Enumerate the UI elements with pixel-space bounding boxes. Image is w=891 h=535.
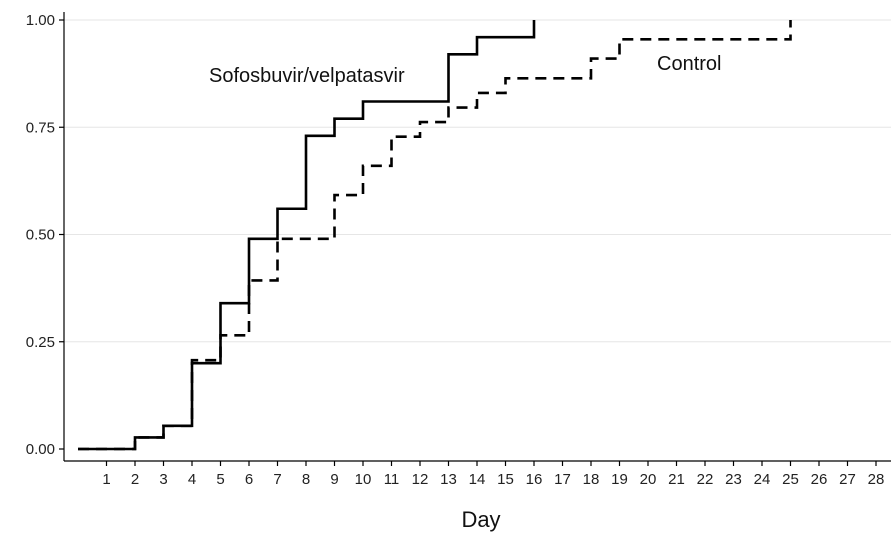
x-tick-label-26: 26 <box>811 471 828 488</box>
y-tick-label-0: 0.00 <box>26 441 55 458</box>
x-tick-label-19: 19 <box>611 471 628 488</box>
y-axis-ticks: 0.00 0.25 0.50 0.75 1.00 <box>26 12 64 458</box>
x-tick-label-14: 14 <box>469 471 486 488</box>
x-axis-title: Day <box>461 507 500 532</box>
x-tick-label-15: 15 <box>497 471 514 488</box>
x-tick-label-9: 9 <box>330 471 338 488</box>
x-tick-label-8: 8 <box>302 471 310 488</box>
x-tick-label-23: 23 <box>725 471 742 488</box>
gridlines <box>64 19 891 343</box>
x-tick-label-17: 17 <box>554 471 571 488</box>
x-tick-label-3: 3 <box>159 471 167 488</box>
x-tick-label-5: 5 <box>216 471 224 488</box>
x-axis-ticks: 1 2 3 4 5 6 7 8 9 10 11 12 13 14 15 16 17 18 19 20 21 22 23 24 2… <box>102 461 884 488</box>
x-tick-label-6: 6 <box>245 471 253 488</box>
y-tick-label-2: 0.50 <box>26 227 55 244</box>
y-tick-label-3: 0.75 <box>26 119 55 136</box>
x-tick-label-25: 25 <box>782 471 799 488</box>
x-tick-label-28: 28 <box>868 471 885 488</box>
x-tick-label-27: 27 <box>839 471 856 488</box>
x-tick-label-7: 7 <box>273 471 281 488</box>
y-tick-label-4: 1.00 <box>26 12 55 29</box>
x-tick-label-12: 12 <box>412 471 429 488</box>
x-tick-label-20: 20 <box>640 471 657 488</box>
y-tick-label-1: 0.25 <box>26 334 55 351</box>
x-tick-label-10: 10 <box>355 471 372 488</box>
x-tick-label-13: 13 <box>440 471 457 488</box>
series-label-control: Control <box>657 53 721 75</box>
x-tick-label-24: 24 <box>754 471 771 488</box>
x-tick-label-4: 4 <box>188 471 196 488</box>
series-line-1 <box>78 20 792 451</box>
x-tick-label-16: 16 <box>526 471 543 488</box>
x-tick-label-18: 18 <box>583 471 600 488</box>
x-tick-label-22: 22 <box>697 471 714 488</box>
x-tick-label-1: 1 <box>102 471 110 488</box>
axes <box>63 12 891 462</box>
x-tick-label-11: 11 <box>384 471 400 488</box>
series-group <box>78 20 792 451</box>
series-label-sofosbuvir-velpatasvir: Sofosbuvir/velpatasvir <box>209 65 405 87</box>
x-tick-label-2: 2 <box>131 471 139 488</box>
x-tick-label-21: 21 <box>668 471 685 488</box>
